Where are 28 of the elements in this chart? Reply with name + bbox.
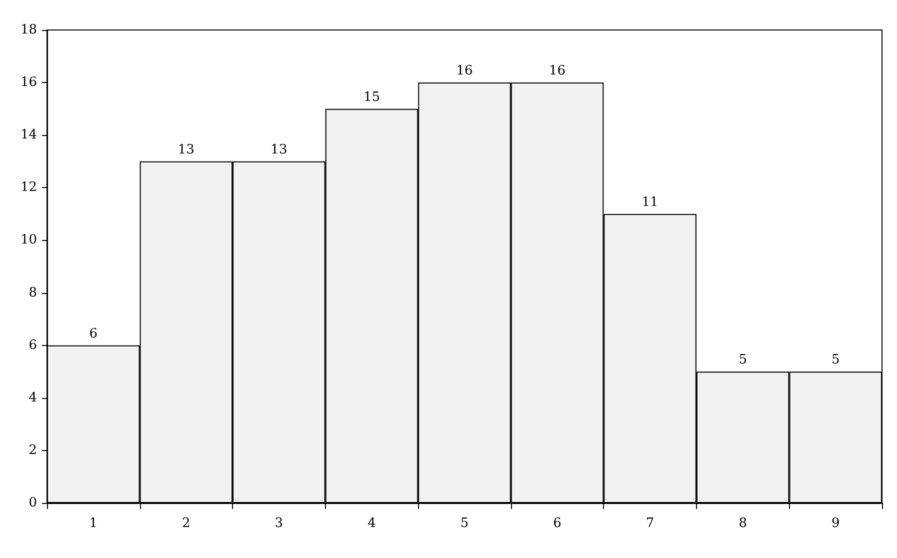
data-label: 15 [363, 90, 380, 105]
x-tick-label: 6 [553, 516, 562, 531]
x-tick-label: 2 [182, 516, 190, 531]
y-tick-label: 10 [20, 232, 37, 248]
x-tick-label: 1 [89, 516, 98, 531]
x-tick-label: 8 [738, 516, 747, 531]
data-label: 11 [642, 194, 658, 210]
data-label: 5 [831, 352, 840, 368]
x-tick-label: 9 [831, 516, 840, 531]
data-label: 13 [270, 142, 288, 158]
x-tick-label: 7 [646, 516, 654, 531]
y-tick-label: 4 [28, 390, 37, 406]
y-tick-label: 2 [28, 442, 37, 458]
data-label: 16 [549, 64, 566, 79]
y-tick-label: 14 [20, 128, 37, 143]
y-tick-label: 12 [20, 180, 37, 196]
data-label: 6 [89, 326, 98, 342]
x-tick-label: 4 [368, 516, 376, 531]
y-tick-label: 0 [28, 496, 37, 510]
y-tick-label: 6 [28, 338, 37, 353]
data-label: 5 [738, 352, 747, 368]
y-tick-label: 18 [20, 22, 37, 38]
x-tick-label: 3 [274, 516, 284, 531]
x-tick-label: 5 [460, 516, 469, 531]
y-tick-label: 8 [28, 285, 37, 300]
data-label: 13 [178, 142, 194, 158]
y-tick-label: 16 [20, 75, 37, 90]
data-label: 16 [456, 64, 473, 79]
